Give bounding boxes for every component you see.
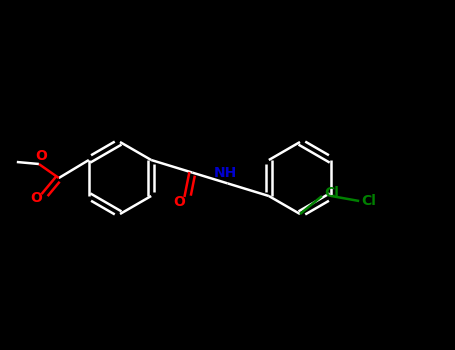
Text: O: O [30, 191, 42, 205]
Text: Cl: Cl [324, 186, 339, 200]
Text: Cl: Cl [362, 194, 377, 208]
Text: O: O [173, 195, 185, 209]
Text: NH: NH [214, 166, 237, 180]
Text: O: O [35, 149, 47, 163]
